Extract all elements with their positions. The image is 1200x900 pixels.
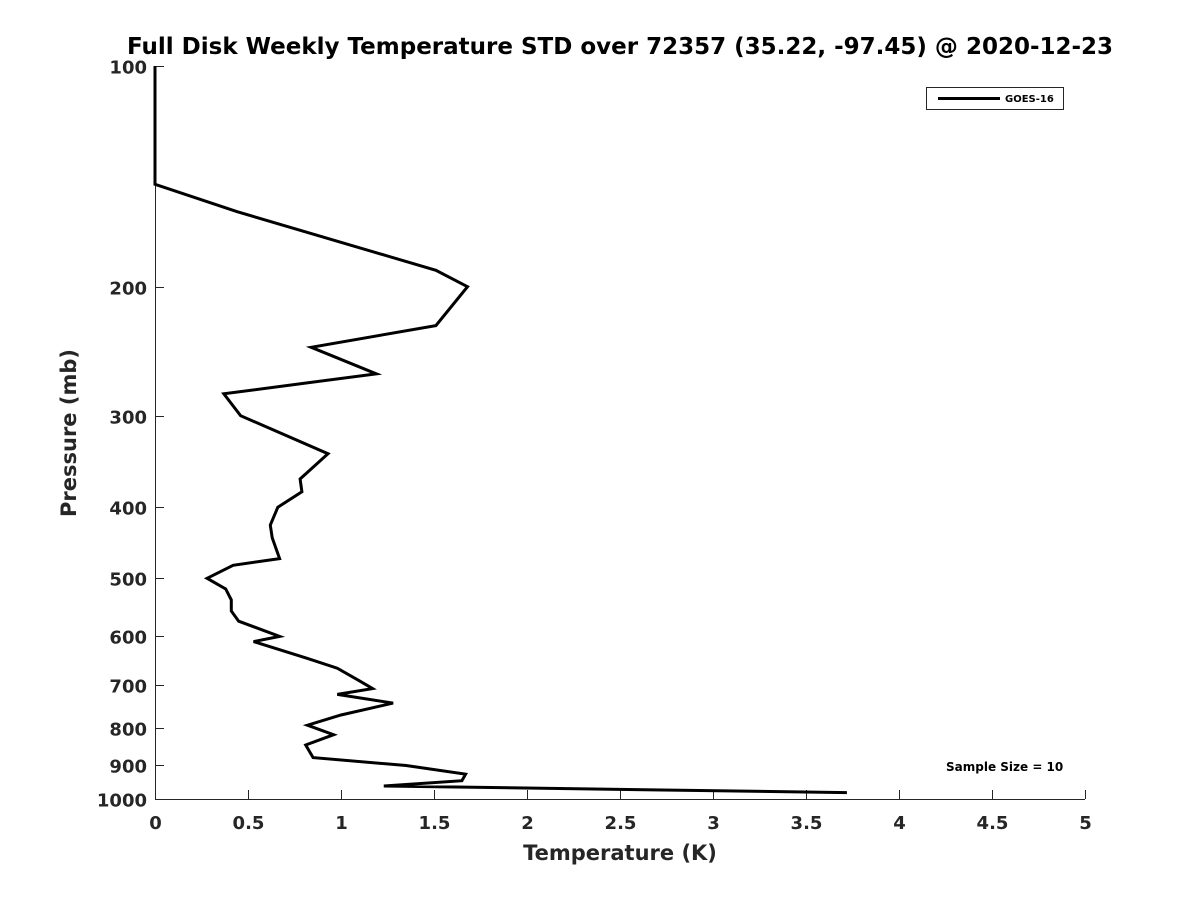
x-tick-label: 5 <box>1079 813 1092 834</box>
x-tick-label: 3 <box>707 813 720 834</box>
sample-size-annotation: Sample Size = 10 <box>946 760 1063 774</box>
y-tick-label: 500 <box>109 570 147 591</box>
y-tick-label: 1000 <box>97 791 147 812</box>
y-tick-label: 200 <box>109 279 147 300</box>
x-tick-label: 2 <box>521 813 534 834</box>
x-tick-label: 4 <box>893 813 906 834</box>
y-tick-label: 900 <box>109 757 147 778</box>
x-tick-label: 1.5 <box>419 813 451 834</box>
y-tick-label: 100 <box>109 58 147 79</box>
x-tick-label: 4.5 <box>977 813 1009 834</box>
plot-area: 0 0.5 1 1.5 2 2.5 3 3.5 4 4.5 5 100 200 300 400 500 600… <box>97 58 1092 835</box>
y-tick-label: 300 <box>109 408 147 429</box>
series-line-goes16 <box>153 66 847 795</box>
y-axis-label: Pressure (mb) <box>57 349 81 517</box>
x-tick-label: 3.5 <box>791 813 823 834</box>
x-tick-label: 1 <box>335 813 348 834</box>
x-ticks: 0 0.5 1 1.5 2 2.5 3 3.5 4 4.5 5 <box>149 790 1092 834</box>
legend: GOES-16 <box>926 87 1064 110</box>
legend-entry-goes16: GOES-16 <box>1005 94 1054 105</box>
y-tick-label: 800 <box>109 720 147 741</box>
y-tick-label: 600 <box>109 628 147 649</box>
x-axis-label: Temperature (K) <box>523 841 717 865</box>
y-tick-label: 700 <box>109 677 147 698</box>
x-tick-label: 0.5 <box>233 813 265 834</box>
x-tick-label: 0 <box>149 813 162 834</box>
y-ticks: 100 200 300 400 500 600 700 800 900 1000 <box>97 58 164 812</box>
x-tick-label: 2.5 <box>605 813 637 834</box>
chart-title: Full Disk Weekly Temperature STD over 72… <box>127 34 1113 60</box>
y-tick-label: 400 <box>109 499 147 520</box>
